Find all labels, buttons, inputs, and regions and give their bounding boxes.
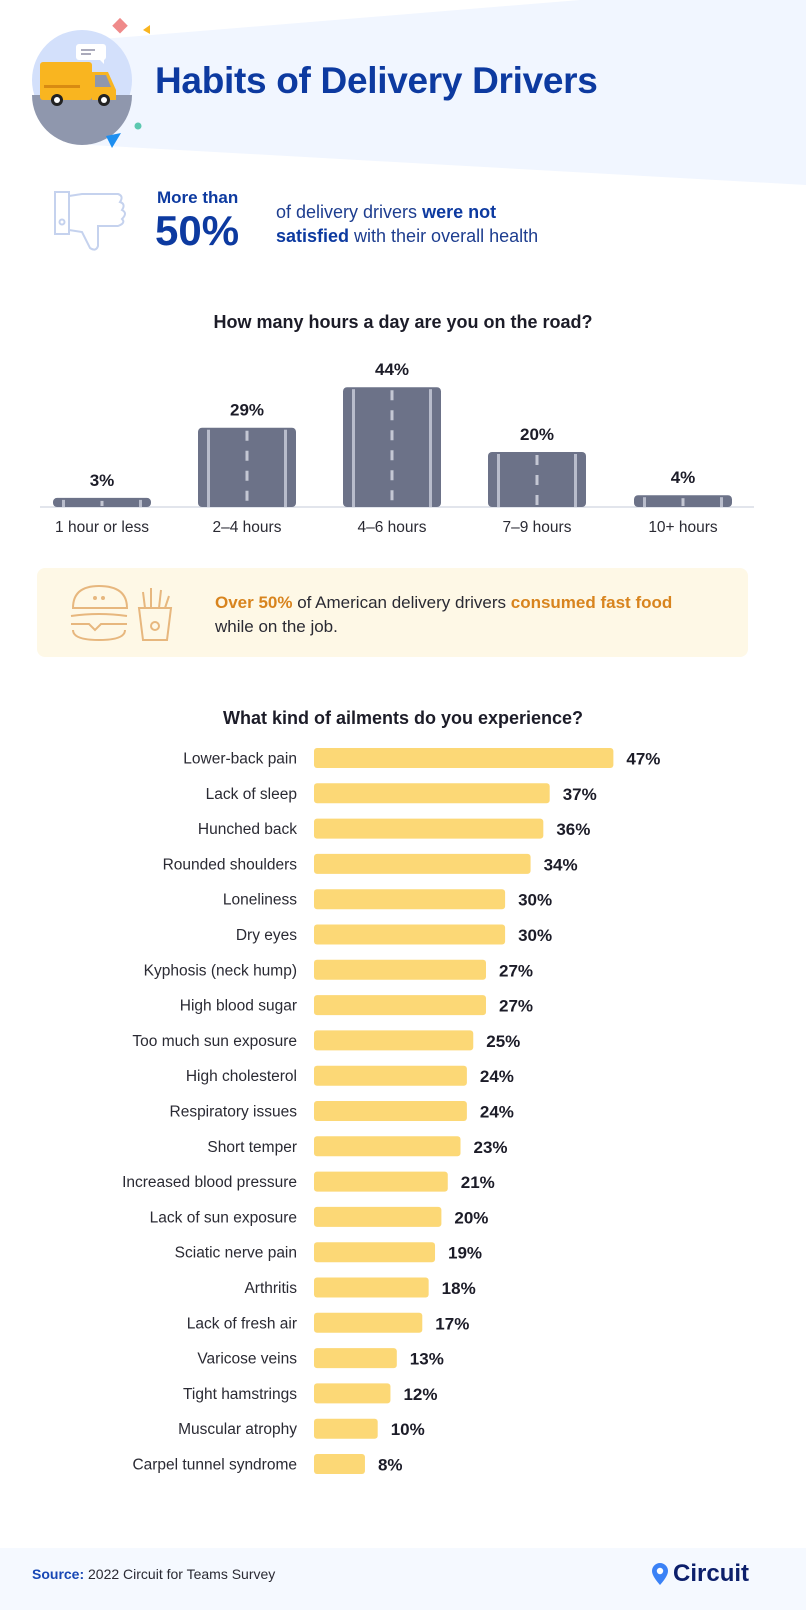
ailment-label: Short temper	[207, 1139, 297, 1156]
ailment-bar	[314, 748, 614, 768]
burger-icon	[70, 584, 129, 642]
ailment-bar	[314, 1348, 397, 1369]
ailment-bar	[314, 1030, 474, 1051]
ailment-value-label: 20%	[454, 1208, 488, 1227]
thumbs-down-icon	[54, 191, 126, 251]
ailment-bar	[314, 924, 506, 945]
ailments-chart-title: What kind of ailments do you experience?	[222, 708, 584, 728]
source-note: Source: 2022 Circuit for Teams Survey	[32, 1566, 276, 1582]
ailment-value-label: 24%	[480, 1103, 514, 1122]
ailment-label: Too much sun exposure	[132, 1033, 297, 1050]
ailment-bar	[314, 1065, 467, 1086]
ailment-bar	[314, 853, 531, 874]
ailment-value-label: 36%	[556, 820, 590, 839]
category-label: 1 hour or less	[55, 519, 149, 536]
bar-value-label: 20%	[520, 425, 554, 444]
ailment-value-label: 13%	[410, 1350, 444, 1369]
ailment-label: Increased blood pressure	[122, 1174, 297, 1191]
ailment-value-label: 27%	[499, 997, 533, 1016]
bar-value-label: 4%	[671, 468, 696, 487]
ailment-value-label: 34%	[544, 855, 578, 874]
road-bar	[198, 427, 296, 507]
ailment-value-label: 47%	[626, 750, 660, 769]
ailment-value-label: 10%	[391, 1420, 425, 1439]
ailment-label: Sciatic nerve pain	[175, 1245, 297, 1262]
ailment-label: Lower-back pain	[183, 751, 297, 768]
ailment-label: Muscular atrophy	[178, 1421, 297, 1438]
ailment-label: Carpel tunnel syndrome	[132, 1457, 297, 1474]
ailment-label: Tight hamstrings	[183, 1386, 297, 1403]
fast-food-callout: Over 50% of American delivery drivers co…	[37, 568, 748, 657]
ailment-bar	[314, 889, 506, 910]
ailment-label: Lack of sun exposure	[150, 1209, 297, 1226]
road-bar	[488, 452, 586, 507]
stat-value: 50%	[155, 207, 240, 254]
ailment-bar	[314, 1418, 378, 1439]
ailment-bar	[314, 1101, 467, 1121]
ailment-bar	[314, 1454, 365, 1474]
hours-chart-title: How many hours a day are you on the road…	[213, 312, 593, 332]
ailment-label: Loneliness	[223, 892, 297, 909]
footer: Source: 2022 Circuit for Teams Survey Ci…	[0, 1548, 806, 1610]
ailment-bar	[314, 1383, 391, 1404]
ailment-label: Rounded shoulders	[163, 856, 298, 873]
bar-value-label: 3%	[90, 471, 115, 490]
diamond-decoration	[112, 17, 128, 34]
ailment-value-label: 24%	[480, 1067, 514, 1086]
ailment-value-label: 30%	[518, 926, 552, 945]
ailment-label: Respiratory issues	[170, 1104, 298, 1121]
stat-text: of delivery drivers were not satisfied wi…	[276, 202, 539, 246]
map-pin-icon	[652, 1563, 668, 1585]
ailment-label: High blood sugar	[180, 998, 297, 1015]
road-bar	[343, 387, 441, 507]
bar-value-label: 44%	[375, 360, 409, 379]
ailment-bar	[314, 1312, 423, 1333]
ailment-value-label: 30%	[518, 891, 552, 910]
ailment-value-label: 23%	[474, 1138, 508, 1157]
ailment-label: Dry eyes	[236, 927, 297, 944]
ailment-label: Kyphosis (neck hump)	[144, 962, 297, 979]
ailment-label: Arthritis	[244, 1280, 297, 1297]
ailment-bar	[314, 959, 486, 980]
ailment-value-label: 21%	[461, 1173, 495, 1192]
header-background	[32, 0, 806, 185]
category-label: 7–9 hours	[503, 519, 572, 536]
ailment-label: Lack of fresh air	[187, 1315, 297, 1332]
delivery-truck-icon	[32, 30, 132, 145]
bar-value-label: 29%	[230, 401, 264, 420]
ailment-bar	[314, 783, 550, 804]
ailment-bar	[314, 1136, 461, 1157]
category-label: 4–6 hours	[358, 519, 427, 536]
ailment-value-label: 25%	[486, 1032, 520, 1051]
road-bar	[634, 495, 732, 507]
fries-icon	[137, 588, 173, 641]
ailment-bar	[314, 995, 486, 1016]
ailment-label: Hunched back	[198, 821, 297, 838]
road-bar	[53, 497, 151, 507]
ailment-value-label: 27%	[499, 961, 533, 980]
circuit-logo: Circuit	[652, 1560, 749, 1588]
stat-prefix: More than	[157, 188, 239, 207]
ailment-bar	[314, 818, 544, 839]
ailment-value-label: 18%	[442, 1279, 476, 1298]
fast-food-text: Over 50% of American delivery drivers co…	[215, 593, 673, 636]
ailments-chart: Lower-back pain 47% Lack of sleep 37% Hunche…	[122, 748, 660, 1475]
ailment-bar	[314, 1206, 442, 1227]
ailment-bar	[314, 1277, 429, 1298]
category-label: 2–4 hours	[213, 519, 282, 536]
ailment-value-label: 12%	[403, 1385, 437, 1404]
page-title: Habits of Delivery Drivers	[155, 60, 598, 101]
ailment-bar	[314, 1171, 448, 1192]
hours-chart: 3% 1 hour or less 29% 2–4 hours 44% 4–6 hours…	[40, 360, 754, 536]
ailment-label: High cholesterol	[186, 1068, 297, 1085]
ailment-label: Varicose veins	[197, 1351, 297, 1368]
category-label: 10+ hours	[648, 519, 718, 536]
ailment-label: Lack of sleep	[206, 786, 297, 803]
ailment-value-label: 19%	[448, 1244, 482, 1263]
ailment-bar	[314, 1242, 436, 1263]
ailment-value-label: 17%	[435, 1314, 469, 1333]
ailment-value-label: 37%	[563, 785, 597, 804]
ailment-value-label: 8%	[378, 1456, 403, 1475]
